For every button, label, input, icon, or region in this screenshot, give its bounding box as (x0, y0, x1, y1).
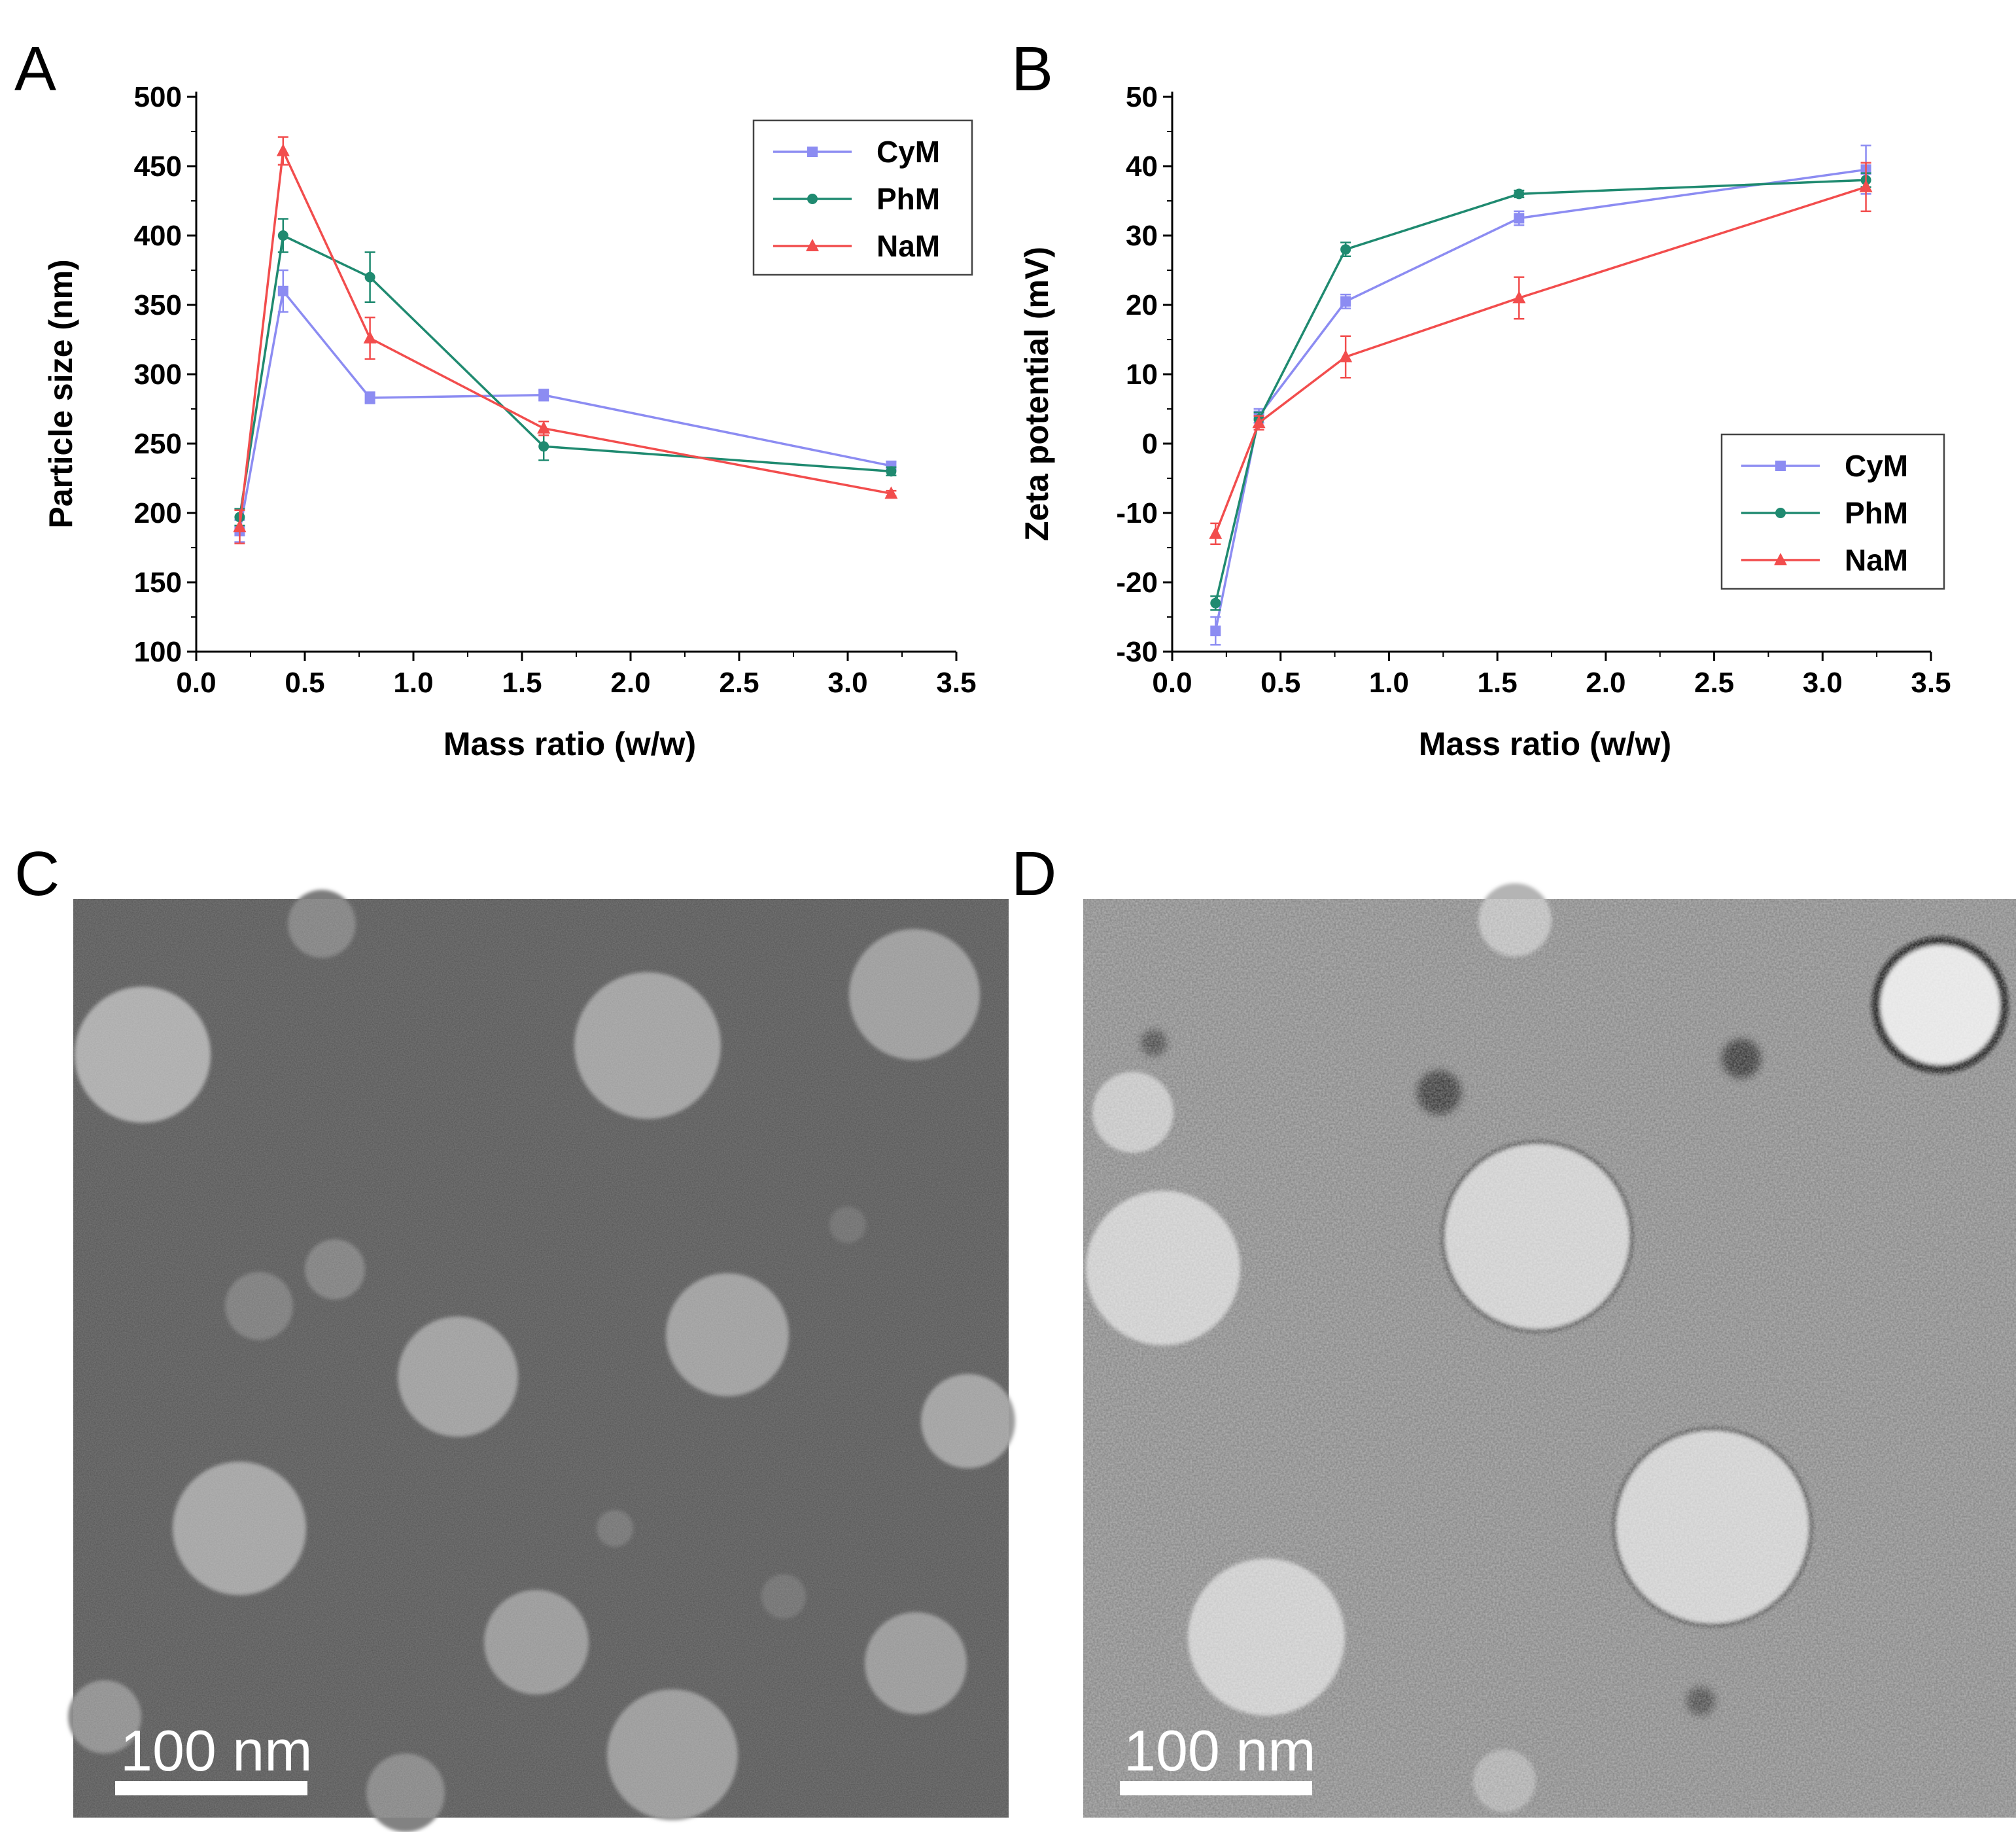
chart-b: 0.0 0.5 1.0 1.5 2.0 2.5 3.0 3.5 -30 -20 -10 0 10 20 30… (1018, 81, 1951, 762)
chart-a-series-nam-point (884, 486, 898, 499)
chart-a-x-tick-label: 3.5 (936, 667, 976, 699)
scale-bar-c-label: 100 nm (120, 1718, 313, 1783)
chart-a-y-tick-label: 250 (134, 428, 182, 460)
chart-a-legend-phm-label: PhM (877, 182, 940, 216)
chart-a-legend-nam-marker (806, 239, 819, 251)
chart-b-series-phm-point (1514, 188, 1525, 200)
chart-b-series-nam-point (1512, 291, 1526, 304)
chart-b-legend-box (1720, 433, 1945, 590)
chart-a-series-cym-point (277, 285, 288, 296)
scale-bar-c (115, 1781, 307, 1795)
chart-b-series-nam-point (1252, 415, 1266, 429)
chart-b-series-cym-point (1514, 213, 1525, 224)
chart-a-y-tick-label: 100 (134, 636, 182, 668)
chart-b-series-nam-point (1209, 526, 1223, 539)
chart-a-y-tick-label: 350 (134, 289, 182, 321)
chart-a-y-axis-title: Particle size (nm) (43, 259, 79, 528)
chart-a-x-tick-label: 2.5 (719, 667, 759, 699)
chart-a-axes: 0.0 0.5 1.0 1.5 2.0 2.5 3.0 3.5 100 150 200 250 300 3… (43, 81, 977, 762)
panel-letter-a: A (14, 34, 56, 104)
chart-b-y-tick-label: 20 (1126, 289, 1158, 321)
chart-a-series-cym-point (364, 393, 375, 404)
chart-a-x-tick-label: 1.5 (502, 667, 542, 699)
chart-a-y-tick-label: 500 (134, 81, 182, 113)
chart-a-series-phm-point (364, 272, 375, 283)
chart-a-legend-phm-marker (807, 194, 818, 204)
chart-a-series-nam-point (233, 520, 247, 533)
chart-b-series-phm-point (1210, 597, 1221, 608)
chart-b-legend-phm-marker (1775, 508, 1786, 518)
chart-b-y-tick-label: 40 (1126, 150, 1158, 183)
chart-b-legend-cym-marker (1775, 461, 1786, 471)
chart-b-x-tick-label: 3.5 (1911, 667, 1951, 699)
scale-bar-d-label: 100 nm (1124, 1718, 1316, 1783)
chart-b-legend-cym-label: CyM (1845, 449, 1908, 483)
chart-b-y-tick-label: -10 (1116, 497, 1158, 529)
chart-b-y-tick-label: 30 (1126, 220, 1158, 252)
chart-a-legend: CyM PhM NaM (752, 119, 973, 276)
micrograph-c-noise (73, 899, 1009, 1818)
chart-b-y-tick-label: 0 (1142, 428, 1158, 460)
scale-bar-d (1120, 1781, 1312, 1795)
chart-b-series-cym-point (1340, 296, 1351, 307)
chart-a-x-tick-label: 2.0 (610, 667, 650, 699)
chart-b-x-tick-label: 1.5 (1478, 667, 1518, 699)
chart-a-series-phm-point (886, 466, 897, 477)
chart-a-legend-nam-label: NaM (877, 229, 940, 263)
chart-a-plot (233, 136, 898, 544)
chart-a: 0.0 0.5 1.0 1.5 2.0 2.5 3.0 3.5 100 150 200 250 300 3… (43, 81, 977, 762)
micrograph-c: 100 nm (68, 890, 1015, 1832)
chart-b-legend: CyM PhM NaM (1720, 433, 1945, 590)
chart-b-y-tick-label: -30 (1116, 636, 1158, 668)
chart-a-x-axis-title: Mass ratio (w/w) (443, 726, 696, 762)
chart-b-y-tick-label: 10 (1126, 359, 1158, 391)
chart-a-y-tick-label: 450 (134, 150, 182, 183)
panel-letter-d: D (1011, 839, 1056, 909)
chart-a-x-tick-label: 0.5 (285, 667, 324, 699)
chart-b-x-tick-label: 2.5 (1694, 667, 1734, 699)
chart-b-legend-phm-label: PhM (1845, 496, 1908, 530)
chart-b-axes: 0.0 0.5 1.0 1.5 2.0 2.5 3.0 3.5 -30 -20 -10 0 10 20 30… (1018, 81, 1951, 762)
chart-a-y-tick-label: 400 (134, 220, 182, 252)
chart-a-y-tick-label: 150 (134, 567, 182, 599)
chart-a-series-cym-point (538, 389, 549, 400)
chart-b-x-axis-title: Mass ratio (w/w) (1419, 726, 1671, 762)
chart-b-y-tick-label: -20 (1116, 567, 1158, 599)
chart-a-series-phm-point (277, 230, 288, 241)
chart-b-series-phm-point (1340, 244, 1351, 255)
chart-b-y-axis-title: Zeta potential (mV) (1018, 247, 1055, 541)
chart-b-x-tick-label: 1.0 (1369, 667, 1409, 699)
chart-b-y-tick-label: 50 (1126, 81, 1158, 113)
chart-b-series-cym-point (1210, 625, 1221, 637)
chart-a-y-tick-label: 300 (134, 359, 182, 391)
chart-b-plot (1209, 144, 1873, 646)
chart-a-x-tick-label: 1.0 (393, 667, 433, 699)
chart-b-legend-nam-label: NaM (1845, 543, 1908, 577)
chart-b-series-nam-point (1339, 349, 1353, 362)
chart-a-series-phm-point (538, 441, 549, 452)
chart-a-legend-cym-marker (807, 147, 818, 157)
chart-b-x-tick-label: 3.0 (1803, 667, 1843, 699)
chart-b-legend-nam-marker (1774, 553, 1787, 565)
chart-a-legend-box (752, 119, 973, 276)
panel-letter-c: C (14, 839, 60, 909)
panel-letter-b: B (1011, 34, 1053, 104)
chart-a-x-tick-label: 0.0 (176, 667, 216, 699)
chart-a-series-nam-point (276, 143, 290, 156)
chart-a-series-nam-point (363, 330, 377, 344)
chart-b-x-tick-label: 0.0 (1152, 667, 1192, 699)
chart-b-x-tick-label: 2.0 (1586, 667, 1625, 699)
micrograph-d: 100 nm (1083, 883, 2016, 1818)
chart-a-legend-cym-label: CyM (877, 135, 940, 169)
chart-b-series-nam-point (1859, 179, 1873, 192)
chart-a-y-tick-label: 200 (134, 497, 182, 529)
chart-a-series-nam-point (537, 421, 551, 434)
chart-b-x-tick-label: 0.5 (1260, 667, 1300, 699)
micrograph-d-noise (1083, 899, 2016, 1818)
chart-a-series-cym-line (238, 290, 892, 531)
chart-a-x-tick-label: 3.0 (827, 667, 867, 699)
